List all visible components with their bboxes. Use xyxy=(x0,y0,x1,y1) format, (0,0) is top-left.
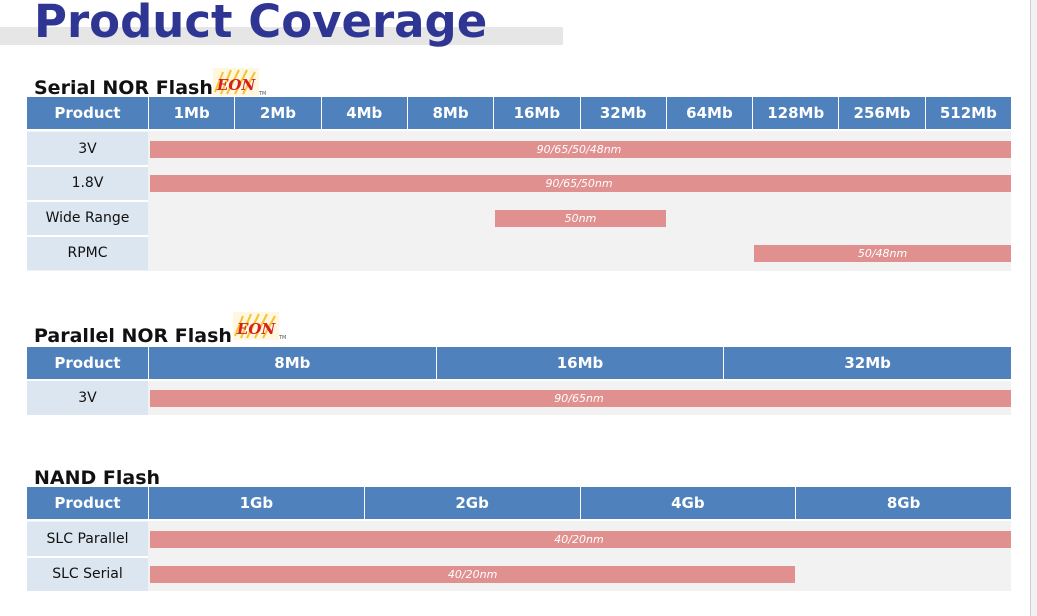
header-column-1mb: 1Mb xyxy=(148,97,234,129)
row-label: SLC Parallel xyxy=(27,522,148,556)
header-column-32mb: 32Mb xyxy=(723,347,1011,379)
coverage-bar-label: 50/48nm xyxy=(857,246,908,260)
svg-text:EON: EON xyxy=(236,320,276,338)
header-column-8mb: 8Mb xyxy=(148,347,436,379)
coverage-bar: 90/65/50nm xyxy=(150,174,1011,192)
header-column-256mb: 256Mb xyxy=(838,97,924,129)
title-band xyxy=(0,27,563,45)
coverage-bar-label: 90/65nm xyxy=(554,391,604,405)
row-separator xyxy=(27,556,148,558)
coverage-bar-label: 40/20nm xyxy=(447,567,498,581)
nand-title: NAND Flash xyxy=(34,467,161,489)
row-label: Wide Range xyxy=(27,201,148,235)
row-label: SLC Serial xyxy=(27,557,148,591)
coverage-bar-label: 90/65/50/48nm xyxy=(536,142,622,156)
header-column-2mb: 2Mb xyxy=(234,97,320,129)
row-separator xyxy=(27,200,148,202)
header-column-16mb: 16Mb xyxy=(435,347,724,379)
header-column-8mb: 8Mb xyxy=(406,97,493,129)
header-column-64mb: 64Mb xyxy=(665,97,752,129)
serial-nor-title: Serial NOR Flash xyxy=(34,77,213,99)
serial-nor-header-row: Product 1Mb 2Mb 4Mb 8Mb 16Mb 32Mb 64Mb 128Mb 256M… xyxy=(27,97,1011,129)
header-column-32mb: 32Mb xyxy=(579,97,666,129)
svg-text:EON: EON xyxy=(216,76,256,94)
header-column-128mb: 128Mb xyxy=(752,97,838,129)
coverage-bar: 40/20nm xyxy=(150,565,796,583)
header-column-1gb: 1Gb xyxy=(148,487,364,519)
header-column-512mb: 512Mb xyxy=(924,97,1011,129)
header-column-2gb: 2Gb xyxy=(363,487,580,519)
header-product: Product xyxy=(54,354,121,372)
slide-edge-strip xyxy=(1031,0,1037,616)
eon-logo: EON TM xyxy=(213,68,266,98)
header-column-4gb: 4Gb xyxy=(579,487,796,519)
row-label: 1.8V xyxy=(27,166,148,200)
coverage-bar-label: 40/20nm xyxy=(554,532,604,546)
nand-header-row: Product 1Gb 2Gb 4Gb 8Gb xyxy=(27,487,1011,519)
slide-edge-rule xyxy=(1030,0,1031,616)
header-column-16mb: 16Mb xyxy=(493,97,579,129)
coverage-bar-label: 50nm xyxy=(564,211,597,225)
serial-nor-body: 3V 90/65/50/48nm 1.8V 90/65/50nm Wide Range 5… xyxy=(27,131,1011,271)
coverage-bar: 50/48nm xyxy=(754,244,1011,262)
coverage-bar: 50nm xyxy=(495,209,666,227)
header-column-8gb: 8Gb xyxy=(795,487,1011,519)
eon-logo: EON TM xyxy=(233,312,286,342)
row-label: 3V xyxy=(27,381,148,415)
parallel-nor-body: 3V 90/65nm xyxy=(27,381,1011,415)
page-title: Product Coverage xyxy=(34,0,488,48)
svg-text:TM: TM xyxy=(258,91,266,97)
coverage-bar: 90/65nm xyxy=(150,389,1011,407)
parallel-nor-title: Parallel NOR Flash xyxy=(34,325,232,347)
row-separator xyxy=(27,165,148,167)
coverage-bar: 40/20nm xyxy=(150,530,1011,548)
row-label: 3V xyxy=(27,132,148,166)
header-product: Product xyxy=(54,104,121,122)
row-separator xyxy=(27,235,148,237)
row-label: RPMC xyxy=(27,236,148,270)
parallel-nor-header-row: Product 8Mb 16Mb 32Mb xyxy=(27,347,1011,379)
header-column-4mb: 4Mb xyxy=(320,97,407,129)
coverage-bar-label: 90/65/50nm xyxy=(545,176,613,190)
header-product: Product xyxy=(54,494,121,512)
coverage-bar: 90/65/50/48nm xyxy=(150,140,1011,158)
nand-body: SLC Parallel 40/20nm SLC Serial 40/20nm xyxy=(27,521,1011,591)
svg-text:TM: TM xyxy=(278,335,286,341)
